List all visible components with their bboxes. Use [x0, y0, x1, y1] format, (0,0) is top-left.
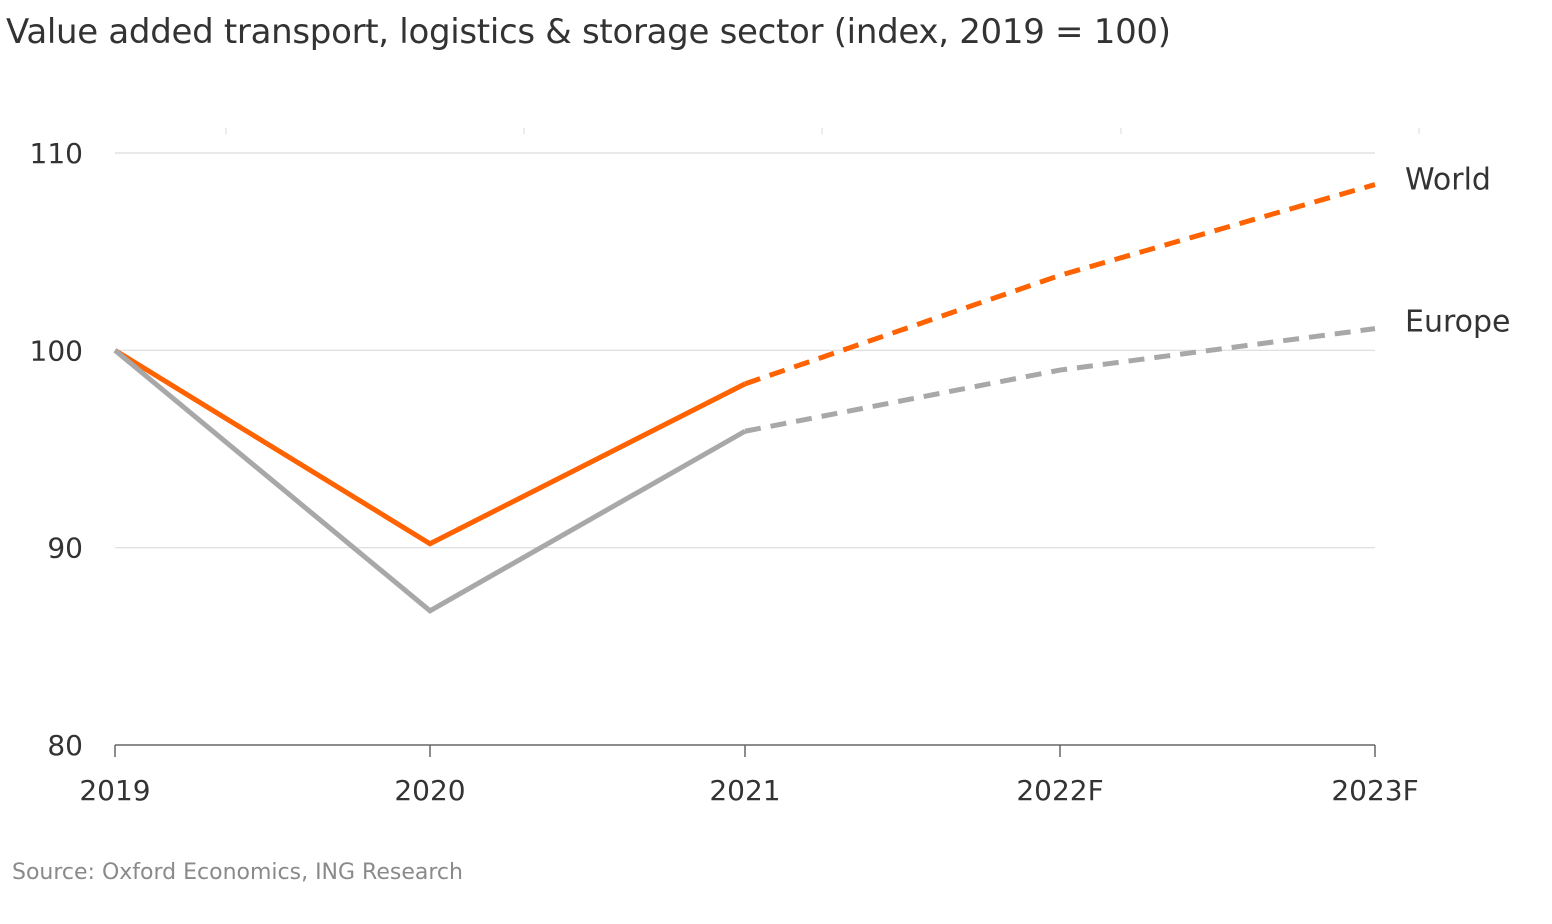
- europe-forecast-line: [744, 326, 1376, 434]
- europe-series-label: Europe: [1405, 305, 1511, 340]
- series-lines: [113, 182, 1376, 614]
- gridlines: [115, 128, 1420, 549]
- world-forecast-line: [744, 182, 1376, 387]
- x-tick-label: 2019: [79, 774, 150, 807]
- series-labels: World Europe: [1405, 163, 1511, 340]
- x-tick-label: 2020: [394, 774, 465, 807]
- y-tick-label: 80: [47, 729, 83, 762]
- source-note: Source: Oxford Economics, ING Research: [12, 860, 463, 885]
- world-actual-line: [113, 348, 747, 547]
- x-tick-label: 2021: [709, 774, 780, 807]
- x-axis: 2019 2020 2021 2022F 2023F: [79, 744, 1419, 807]
- y-tick-label: 90: [47, 532, 83, 565]
- y-axis: 80 90 100 110: [30, 137, 83, 762]
- chart-title: Value added transport, logistics & stora…: [6, 12, 1171, 52]
- y-tick-label: 100: [30, 334, 83, 367]
- y-tick-label: 110: [30, 137, 83, 170]
- europe-actual-line: [113, 348, 747, 614]
- x-tick-label: 2022F: [1016, 774, 1103, 807]
- x-tick-label: 2023F: [1331, 774, 1418, 807]
- world-series-label: World: [1405, 163, 1491, 198]
